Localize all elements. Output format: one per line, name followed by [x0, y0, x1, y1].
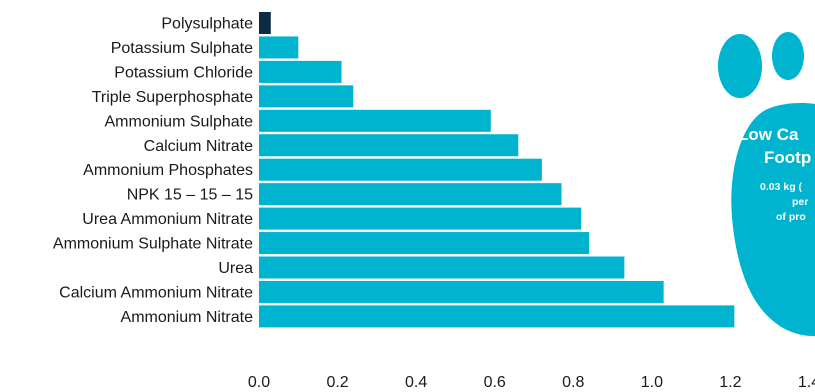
footprint-sole: [731, 103, 815, 337]
bar-12: [259, 305, 735, 328]
category-label-3: Triple Superphosphate: [92, 89, 253, 106]
bar-2: [259, 60, 342, 83]
bar-group: [259, 12, 735, 328]
category-label-6: Ammonium Phosphates: [83, 162, 253, 179]
category-label-2: Potassium Chloride: [114, 64, 253, 81]
bar-8: [259, 207, 582, 230]
category-label-10: Urea: [218, 260, 253, 277]
bar-3: [259, 85, 354, 108]
footprint-toe-large: [718, 34, 762, 98]
category-label-0: Polysulphate: [161, 16, 253, 33]
category-label-11: Calcium Ammonium Nitrate: [59, 284, 253, 301]
category-label-4: Ammonium Sulphate: [104, 113, 253, 130]
category-label-8: Urea Ammonium Nitrate: [82, 211, 253, 228]
bar-4: [259, 109, 491, 132]
category-label-9: Ammonium Sulphate Nitrate: [53, 236, 253, 253]
annotation-sub-line1: 0.03 kg (: [760, 181, 803, 193]
annotation-sub-line3: of pro: [776, 211, 806, 223]
x-tick-label-3: 0.6: [484, 374, 506, 391]
bar-1: [259, 36, 299, 59]
x-tick-labels: 0.0 0.2 0.4 0.6 0.8 1.0 1.2 1.4: [248, 374, 815, 391]
bar-5: [259, 134, 519, 157]
category-label-7: NPK 15 – 15 – 15: [127, 187, 253, 204]
footprint-icon: Low Ca Footp 0.03 kg ( per of pro: [718, 32, 815, 337]
x-tick-label-4: 0.8: [562, 374, 584, 391]
category-label-5: Calcium Nitrate: [144, 138, 253, 155]
bar-7: [259, 183, 562, 206]
category-labels: Polysulphate Potassium Sulphate Potassium …: [53, 16, 253, 326]
category-label-12: Ammonium Nitrate: [121, 309, 254, 326]
bar-10: [259, 256, 625, 279]
bar-11: [259, 280, 664, 303]
x-tick-label-2: 0.4: [405, 374, 427, 391]
bar-0: [259, 12, 271, 34]
x-tick-label-1: 0.2: [326, 374, 348, 391]
annotation-title-line1: Low Ca: [738, 125, 799, 144]
x-tick-label-6: 1.2: [719, 374, 741, 391]
x-tick-label-0: 0.0: [248, 374, 270, 391]
bar-6: [259, 158, 542, 181]
bar-9: [259, 232, 589, 255]
annotation-title-line2: Footp: [764, 148, 811, 167]
category-label-1: Potassium Sulphate: [111, 40, 253, 57]
annotation-sub-line2: per: [792, 196, 808, 208]
x-tick-label-7: 1.4: [798, 374, 815, 391]
x-tick-label-5: 1.0: [641, 374, 663, 391]
footprint-toe-small: [772, 32, 804, 80]
